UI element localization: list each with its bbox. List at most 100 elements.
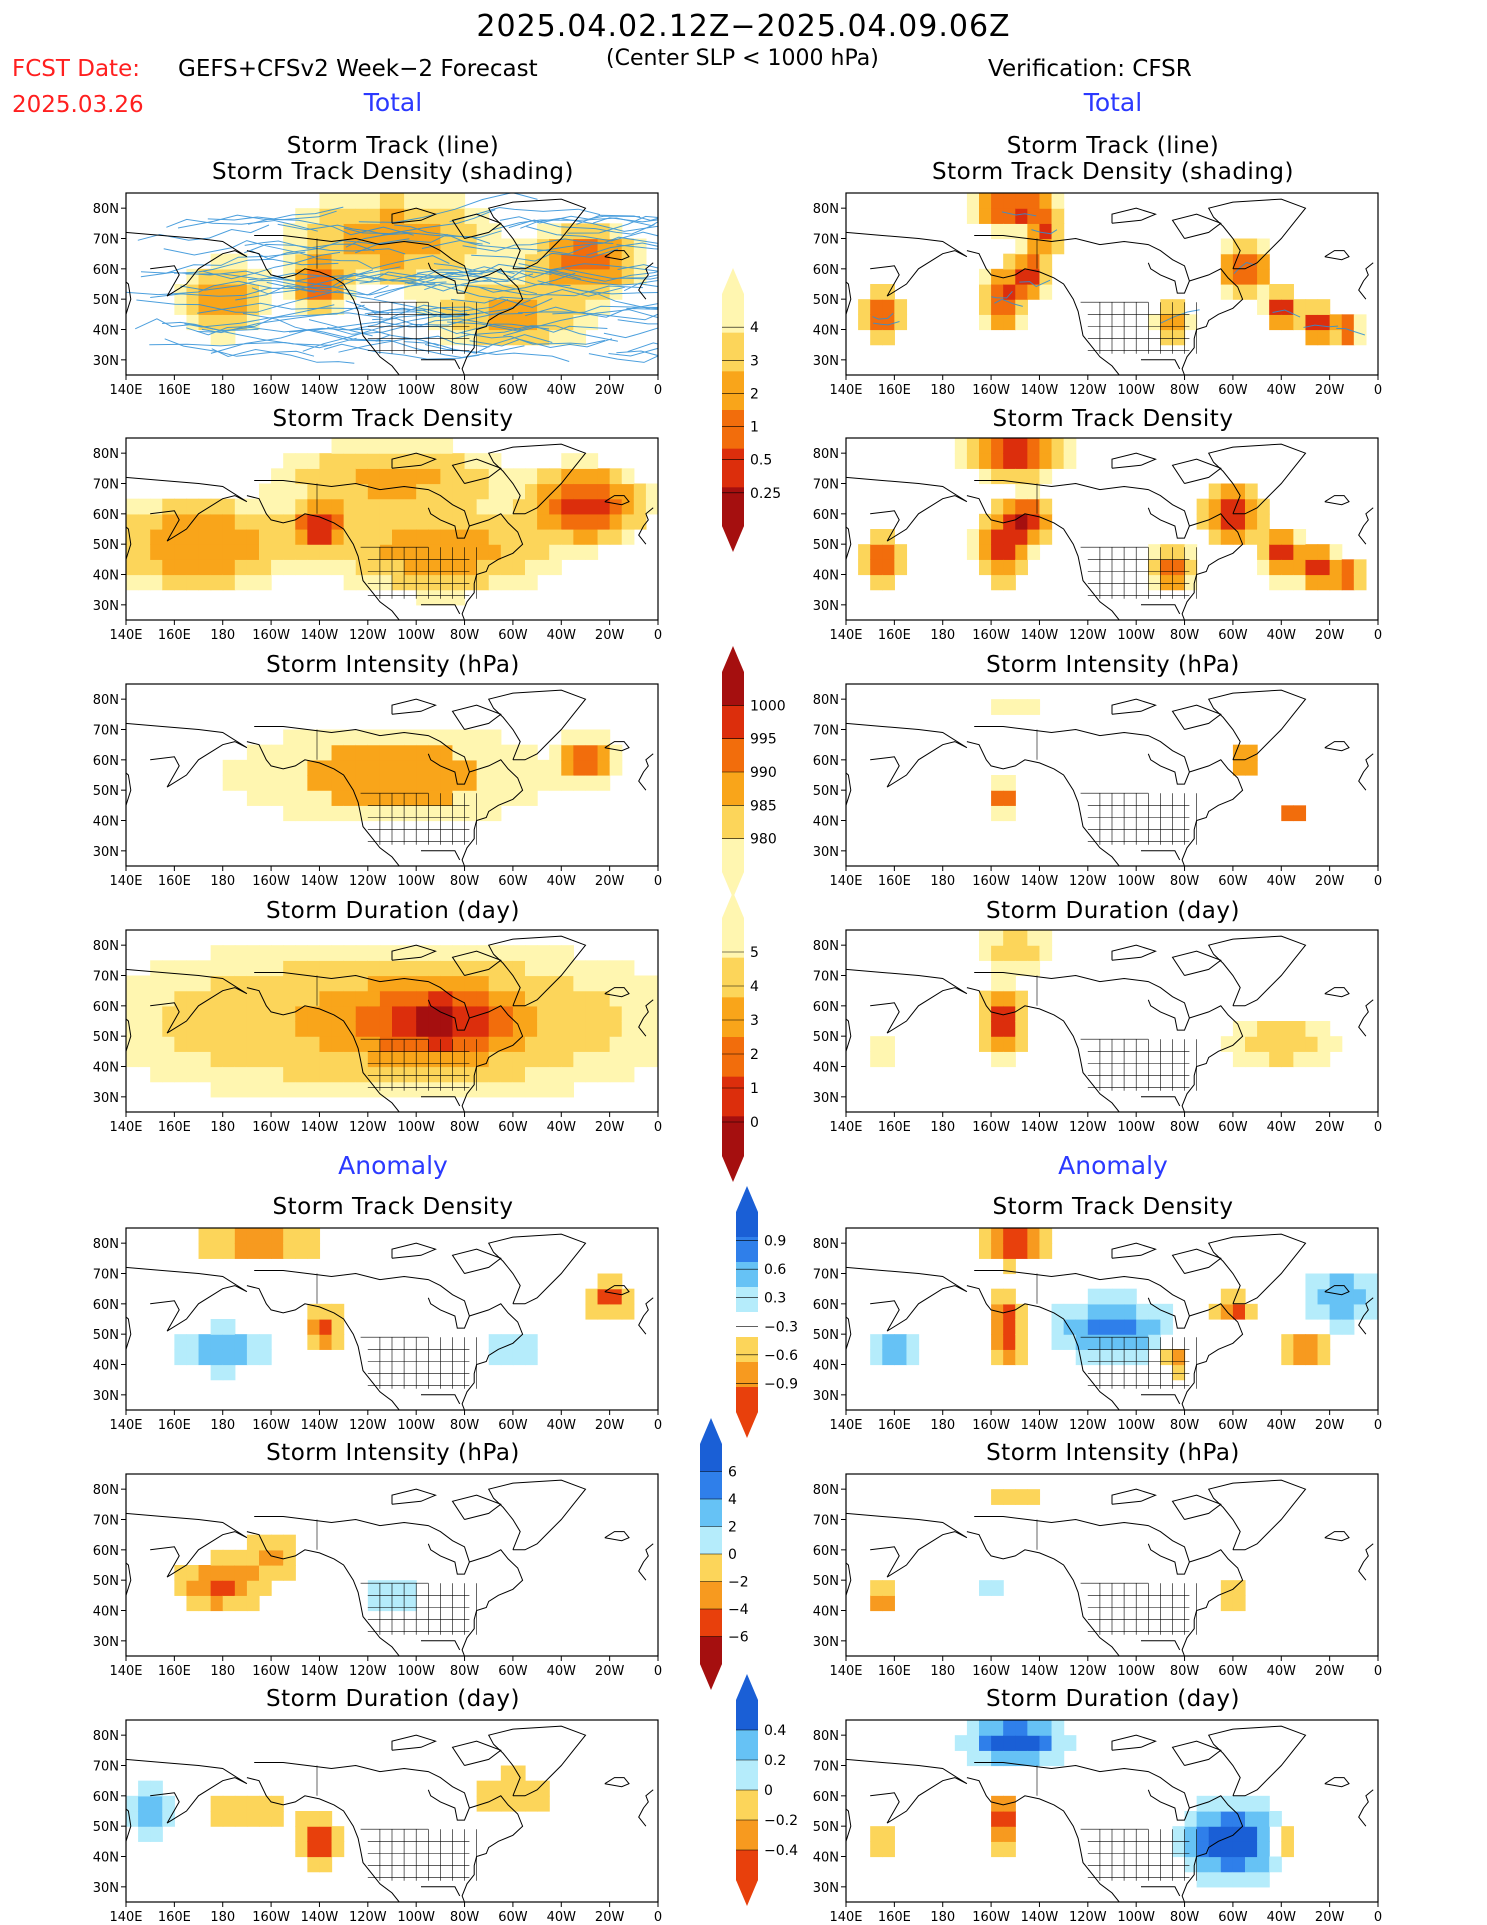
heatmap-cell [295,1811,308,1827]
heatmap-cell [991,1826,1004,1842]
heatmap-cell [500,544,514,560]
heatmap-cell [186,1051,200,1068]
heatmap-cell [561,1066,574,1083]
heatmap-cell [367,945,381,961]
lon-tick-label: 100W [1117,383,1155,398]
heatmap-cell [404,574,417,591]
heatmap-cell [954,438,968,454]
heatmap-cell [259,975,272,992]
colorbar-duration-total-label: 3 [750,1013,759,1029]
heatmap-cell [645,1036,658,1052]
lon-tick-label: 140W [1021,1418,1059,1433]
heatmap-cell [404,729,417,746]
heatmap-cell [343,468,357,485]
heatmap-cell [319,544,333,560]
heatmap-cell [1341,329,1355,346]
heatmap-cell [1039,498,1053,515]
heatmap-cell [331,468,345,485]
heatmap-cell [1027,1243,1041,1259]
colorbar-duration-total-label: 1 [750,1081,759,1097]
heatmap-cell [488,744,502,761]
heatmap-cell [126,574,139,591]
heatmap-cell [573,1051,587,1068]
heatmap-cell [210,314,224,331]
heatmap-cell [210,1364,224,1381]
heatmap-cell [488,483,502,500]
storm-track [184,304,365,328]
heatmap-cell [621,268,635,285]
heatmap-cell [222,1334,236,1350]
heatmap-cell [585,544,599,560]
heatmap-cell [1148,574,1161,591]
heatmap-cell [343,529,357,545]
lat-tick-label: 50N [93,784,119,799]
heatmap-cell [1232,744,1246,761]
heatmap-cell [343,775,357,791]
storm-track [394,224,502,239]
heatmap-cell [295,1841,308,1858]
heatmap-cell [367,483,381,500]
lon-tick-label: 80W [1170,1910,1200,1925]
heatmap-cell [138,1005,151,1022]
heatmap-cell [894,559,908,576]
colorbar-density-anom-tip-bottom [736,1412,758,1438]
heatmap-cell [858,544,871,560]
coastline [461,268,524,375]
lat-tick-label: 70N [813,1268,839,1283]
heatmap-cell [234,299,248,315]
heatmap-cell [295,1081,308,1098]
lon-tick-label: 100W [397,874,435,889]
heatmap-cell [1015,314,1028,331]
lon-tick-label: 60W [1218,1418,1248,1433]
lon-tick-label: 20W [1315,383,1345,398]
heatmap-cell [870,299,883,315]
heatmap-cell [440,284,454,300]
lon-tick-label: 180 [210,1418,235,1433]
heatmap-cell [464,513,478,530]
heatmap-cell [597,299,611,315]
heatmap-cell [343,238,357,255]
heatmap-cell [1027,193,1041,209]
lon-tick-label: 180 [930,1120,955,1135]
heatmap-cell [561,453,574,469]
heatmap-cell [452,1066,466,1083]
heatmap-cell [464,975,478,992]
heatmap-cell [319,790,333,806]
lat-tick-label: 80N [813,202,839,217]
heatmap-cell [355,759,369,776]
heatmap-cell [404,1081,417,1098]
heatmap-cell [882,1051,895,1068]
heatmap-cell [307,790,321,806]
heatmap-cell [259,1334,272,1350]
heatmap-cell [246,529,260,545]
lon-tick-label: 160W [252,383,290,398]
heatmap-cell [1269,544,1282,560]
heatmap-cell [1293,1051,1307,1068]
heatmap-cell [573,1066,587,1083]
heatmap-cell [355,975,369,992]
heatmap-cell [355,544,369,560]
heatmap-cell [186,1565,200,1581]
heatmap-cell [319,1319,333,1335]
heatmap-cell [343,483,357,500]
map-frame [125,437,659,621]
heatmap-cell [979,1750,992,1767]
heatmap-cell [1220,253,1234,270]
lat-tick-label: 30N [813,1389,839,1404]
heatmap-cell [271,1243,284,1259]
lon-tick-label: 140W [1021,1910,1059,1925]
storm-track [462,284,643,297]
heatmap-cell [979,468,992,485]
heatmap-cell [1305,544,1319,560]
heatmap-cell [452,529,466,545]
heatmap-cells [870,930,1343,1068]
lon-tick-label: 160E [158,874,191,889]
lon-tick-label: 160W [252,874,290,889]
map-panel-fcst-intensity-anom: 140E 160E 180 160W 140W 120W 100W 80W 60W 40W 20W 0… [93,1473,662,1679]
heatmap-cell [1160,544,1174,560]
heatmap-cell [1220,1841,1234,1858]
heatmap-cell [525,513,538,530]
heatmap-cell [500,529,514,545]
storm-track [379,321,550,335]
lat-tick-label: 80N [813,939,839,954]
